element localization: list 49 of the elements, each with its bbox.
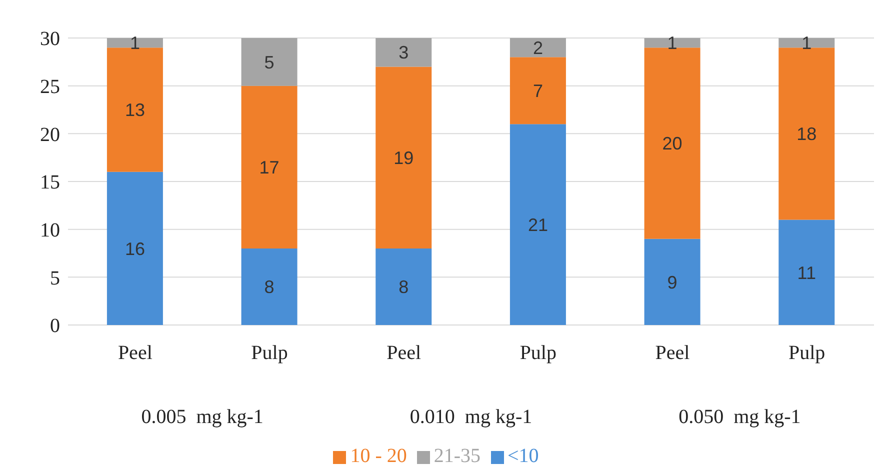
y-tick-label: 30	[40, 28, 60, 50]
y-tick-label: 15	[40, 172, 60, 194]
x-tick-label: Pulp	[251, 342, 288, 364]
y-tick-label: 25	[40, 76, 60, 98]
bar	[241, 248, 298, 325]
bar	[376, 66, 432, 248]
y-tick-label: 5	[50, 267, 60, 290]
bar	[106, 172, 163, 325]
data-label: 21	[528, 214, 548, 235]
x-tick-label: Peel	[655, 342, 690, 364]
legend-label: <10	[508, 445, 539, 467]
bar	[778, 48, 835, 220]
bar	[510, 38, 566, 58]
data-label: 8	[264, 277, 274, 298]
data-label: 17	[259, 158, 280, 178]
data-label: 11	[797, 262, 816, 283]
text: 0.005 mg kg-1	[140, 406, 264, 429]
text: 0.050 mg kg-1	[678, 406, 802, 429]
x-tick-label: Peel	[386, 342, 422, 364]
data-label: 16	[124, 238, 145, 259]
bar	[106, 48, 163, 172]
data-label: 20	[662, 134, 682, 154]
data-label: 7	[532, 81, 543, 102]
legend-label: 21-35	[434, 445, 481, 467]
bar	[510, 124, 566, 325]
y-tick-label: 20	[40, 124, 60, 146]
bar	[510, 57, 566, 124]
bar	[241, 86, 298, 248]
bar	[644, 238, 700, 325]
x-tick-label: Peel	[118, 342, 153, 364]
legend-label: 10 - 20	[350, 445, 407, 467]
data-label: 9	[667, 272, 678, 292]
bar	[644, 48, 700, 239]
bar	[376, 248, 432, 325]
bar	[241, 38, 298, 86]
data-label: 13	[124, 100, 145, 120]
data-label: 8	[398, 277, 409, 298]
data-label: 5	[264, 52, 274, 72]
data-label: 3	[398, 42, 409, 63]
y-tick-label: 0	[50, 315, 60, 338]
bar	[376, 38, 432, 67]
data-label: 2	[532, 38, 543, 58]
x-tick-label: Pulp	[520, 342, 557, 364]
text: 0.010 mg kg-1	[408, 406, 534, 429]
data-label: 19	[394, 148, 414, 168]
bar	[778, 220, 835, 325]
data-label: 18	[796, 124, 817, 144]
x-tick-label: Pulp	[788, 342, 826, 364]
y-tick-label: 10	[40, 219, 60, 242]
